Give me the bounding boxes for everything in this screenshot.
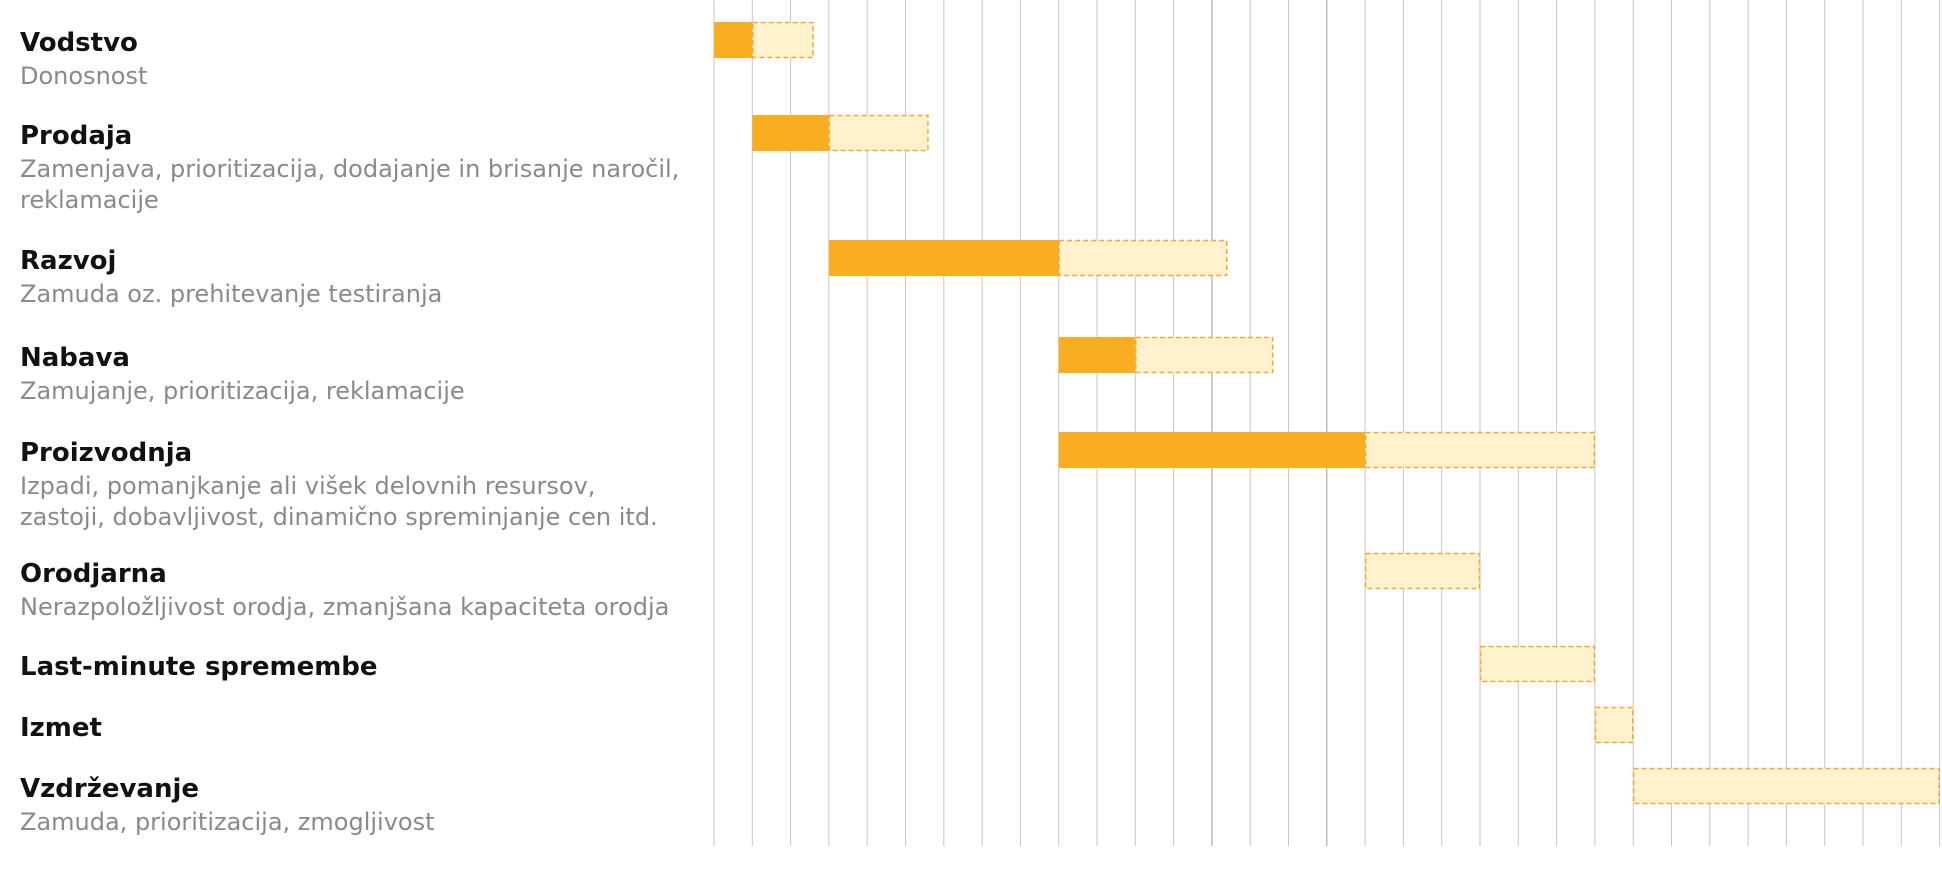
planned-bar: [1632, 767, 1940, 805]
actual-bar: [1058, 432, 1366, 468]
row-subtitle: Zamuda oz. prehitevanje testiranja: [20, 280, 442, 308]
row-title: Nabava: [20, 343, 130, 373]
row-subtitle: Donosnost: [20, 62, 147, 90]
bars: [714, 21, 1940, 805]
row-title: Izmet: [20, 713, 102, 743]
planned-bar: [752, 21, 814, 59]
row-subtitle: reklamacije: [20, 186, 159, 214]
row-title: Orodjarna: [20, 559, 167, 589]
row-title: Prodaja: [20, 121, 132, 151]
planned-bar: [1479, 645, 1596, 683]
planned-bar: [1594, 706, 1634, 744]
row-subtitle: Zamujanje, prioritizacija, reklamacije: [20, 377, 465, 405]
planned-bar: [1364, 552, 1481, 590]
actual-bar: [714, 22, 753, 58]
planned-bar: [1135, 336, 1274, 374]
row-subtitle: Zamuda, prioritizacija, zmogljivost: [20, 808, 435, 836]
row-title: Last-minute spremembe: [20, 652, 378, 682]
row-subtitle: Zamenjava, prioritizacija, dodajanje in …: [20, 155, 679, 183]
row-subtitle: zastoji, dobavljivost, dinamično spremin…: [20, 503, 658, 531]
planned-bar: [1364, 431, 1596, 469]
actual-bar: [1058, 337, 1136, 373]
row-subtitle: Izpadi, pomanjkanje ali višek delovnih r…: [20, 472, 595, 500]
planned-bar: [1058, 239, 1228, 277]
planned-bar: [828, 114, 929, 152]
row-title: Vzdrževanje: [20, 774, 199, 804]
row-title: Razvoj: [20, 246, 116, 276]
actual-bar: [828, 240, 1059, 276]
row-title: Vodstvo: [20, 28, 138, 58]
row-subtitle: Nerazpoložljivost orodja, zmanjšana kapa…: [20, 593, 669, 621]
row-title: Proizvodnja: [20, 438, 192, 468]
actual-bar: [752, 115, 829, 151]
row-labels: Vodstvo Donosnost Prodaja Zamenjava, priori…: [20, 28, 679, 836]
